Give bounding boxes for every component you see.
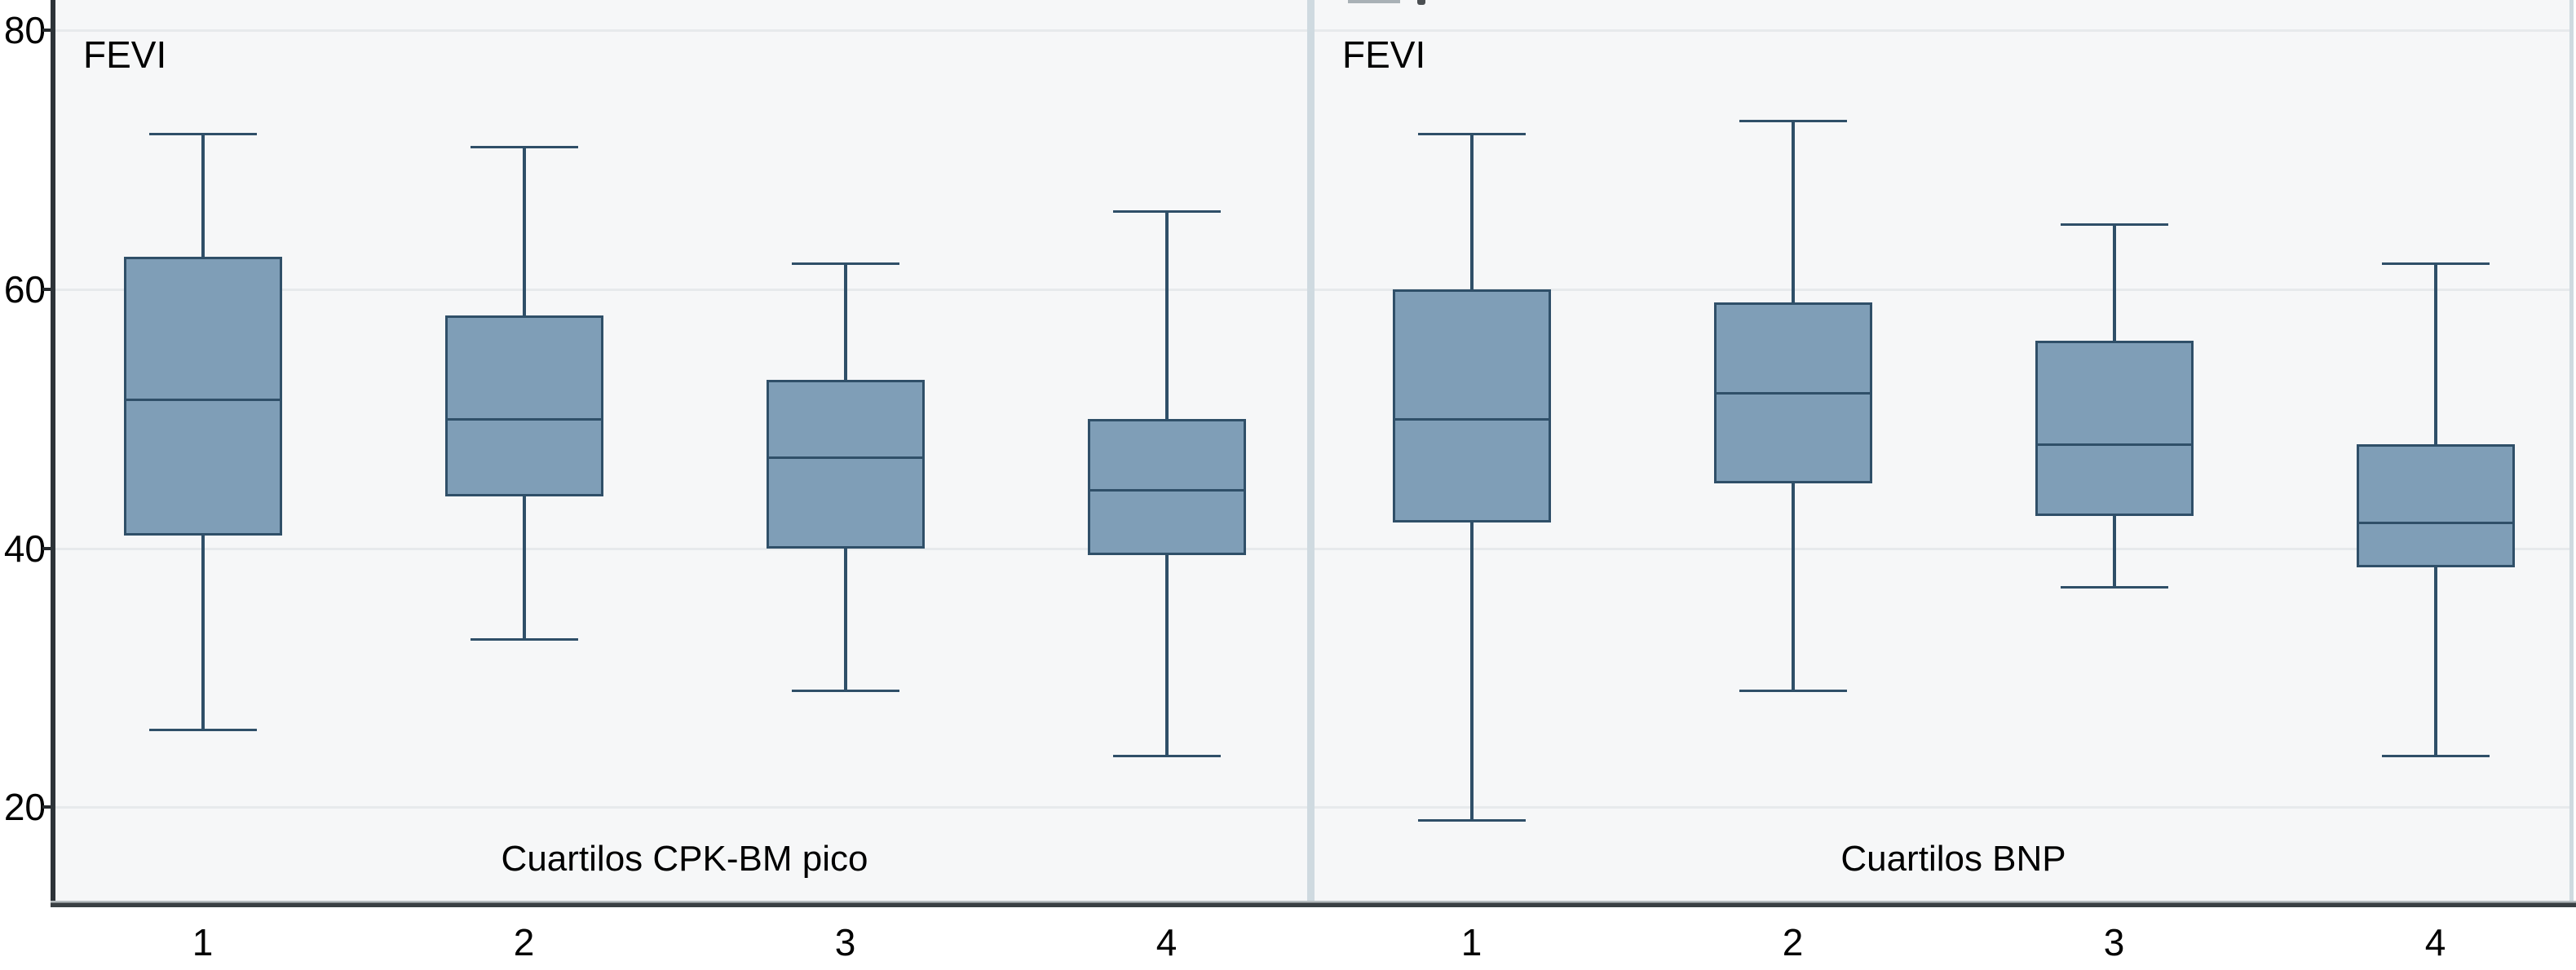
median-line	[1392, 417, 1551, 421]
y-axis-line	[51, 0, 55, 906]
whisker-max-cap	[148, 133, 257, 136]
x-tick-label-1: 1	[1460, 921, 1482, 963]
whisker-min-cap	[2381, 754, 2490, 757]
y-tick-mark-20	[42, 805, 51, 809]
median-line	[444, 417, 603, 421]
x-axis-title: Cuartilos BNP	[1840, 839, 2066, 879]
x-tick-label-2: 2	[1782, 921, 1804, 963]
whisker-upper-stem	[2433, 263, 2437, 445]
whisker-max-cap	[1739, 120, 1847, 123]
x-tick-label-4: 4	[2424, 921, 2446, 963]
cropped-legend-dot	[1417, 0, 1425, 5]
median-line	[766, 456, 925, 460]
x-axis-line	[51, 901, 2576, 907]
whisker-upper-stem	[201, 134, 205, 258]
whisker-min-cap	[2060, 586, 2168, 589]
whisker-max-cap	[2381, 262, 2490, 266]
gridline-y-80	[55, 29, 1307, 32]
whisker-lower-stem	[1164, 554, 1169, 756]
x-tick-label-2: 2	[513, 921, 535, 963]
whisker-min-cap	[148, 729, 257, 732]
whisker-lower-stem	[1469, 522, 1474, 821]
box-category-3	[766, 380, 925, 549]
whisker-upper-stem	[1164, 211, 1169, 419]
box-category-2	[444, 315, 603, 497]
median-line	[2356, 521, 2515, 524]
whisker-max-cap	[791, 262, 899, 266]
panel-divider	[1307, 0, 1315, 902]
y-tick-label-60: 60	[3, 267, 46, 311]
gridline-y-20	[55, 806, 1307, 809]
panel-cuartilos-bnp: FEVI Cuartilos BNP 1 2 3 4	[1315, 0, 2569, 963]
gridline-y-60	[55, 288, 1307, 291]
median-line	[1087, 489, 1246, 492]
whisker-min-cap	[1417, 819, 1526, 822]
whisker-max-cap	[1417, 133, 1526, 136]
box-category-1	[123, 257, 282, 536]
box-category-1	[1392, 289, 1551, 522]
gridline-y-60	[1315, 288, 2569, 291]
whisker-min-cap	[791, 690, 899, 693]
x-tick-label-4: 4	[1155, 921, 1178, 963]
x-axis-title: Cuartilos CPK-BM pico	[501, 839, 868, 879]
panel-cuartilos-cpkbm: FEVI Cuartilos CPK-BM pico 1 2 3 4	[55, 0, 1307, 963]
whisker-lower-stem	[201, 535, 205, 730]
box-category-4	[2356, 444, 2515, 568]
box-category-3	[2035, 341, 2194, 516]
y-tick-label-80: 80	[3, 9, 46, 51]
median-line	[2035, 443, 2194, 447]
whisker-upper-stem	[2112, 224, 2116, 342]
gridline-y-80	[1315, 29, 2569, 32]
whisker-lower-stem	[1791, 483, 1795, 691]
x-tick-label-1: 1	[192, 921, 214, 963]
y-tick-label-40: 40	[3, 527, 46, 570]
whisker-lower-stem	[522, 496, 526, 639]
panel-inner-label: FEVI	[1342, 33, 1426, 76]
panel-right-border	[2569, 0, 2574, 902]
whisker-lower-stem	[2433, 567, 2437, 756]
x-tick-label-3: 3	[834, 921, 856, 963]
whisker-upper-stem	[522, 147, 526, 315]
whisker-max-cap	[2060, 223, 2168, 227]
whisker-upper-stem	[843, 263, 847, 381]
whisker-max-cap	[470, 146, 578, 148]
whisker-min-cap	[1112, 754, 1221, 757]
panel-inner-label: FEVI	[83, 33, 167, 76]
whisker-upper-stem	[1469, 134, 1474, 289]
whisker-lower-stem	[843, 548, 847, 691]
whisker-min-cap	[1739, 690, 1847, 693]
gridline-y-40	[1315, 547, 2569, 550]
gridline-y-20	[1315, 806, 2569, 809]
median-line	[1713, 391, 1872, 395]
box-category-4	[1087, 418, 1246, 555]
median-line	[123, 398, 282, 401]
y-tick-mark-40	[42, 546, 51, 550]
cropped-legend-fragment	[1348, 0, 1400, 3]
whisker-max-cap	[1112, 210, 1221, 214]
y-tick-mark-60	[42, 287, 51, 291]
y-tick-mark-80	[42, 29, 51, 32]
x-tick-label-3: 3	[2103, 921, 2125, 963]
whisker-min-cap	[470, 637, 578, 641]
whisker-upper-stem	[1791, 121, 1795, 302]
whisker-lower-stem	[2112, 515, 2116, 588]
y-tick-label-20: 20	[3, 786, 46, 829]
gridline-y-40	[55, 547, 1307, 550]
